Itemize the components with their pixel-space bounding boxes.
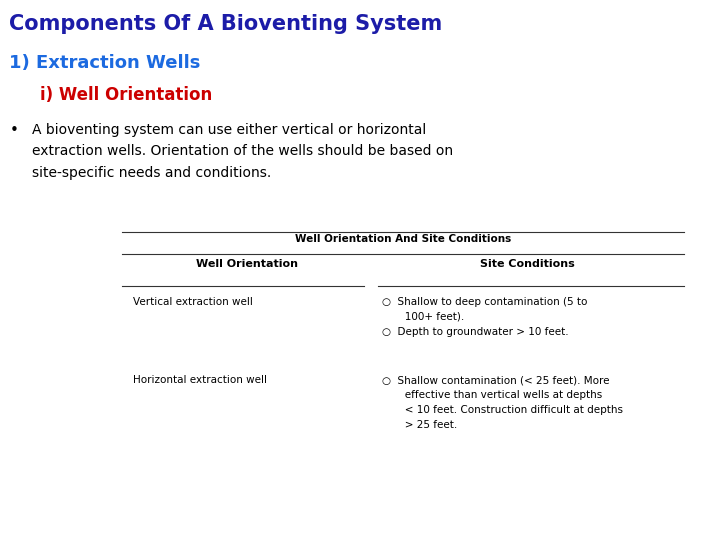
Text: Vertical extraction well: Vertical extraction well [133,297,253,307]
Text: Components Of A Bioventing System: Components Of A Bioventing System [9,14,443,33]
Text: extraction wells. Orientation of the wells should be based on: extraction wells. Orientation of the wel… [32,144,454,158]
Text: ○  Shallow contamination (< 25 feet). More
       effective than vertical wells : ○ Shallow contamination (< 25 feet). Mor… [382,375,623,430]
Text: 1) Extraction Wells: 1) Extraction Wells [9,54,201,72]
Text: site-specific needs and conditions.: site-specific needs and conditions. [32,166,271,180]
Text: ○  Shallow to deep contamination (5 to
       100+ feet).
○  Depth to groundwate: ○ Shallow to deep contamination (5 to 10… [382,297,587,336]
Text: Horizontal extraction well: Horizontal extraction well [133,375,267,386]
Text: Well Orientation: Well Orientation [196,259,297,269]
Text: Site Conditions: Site Conditions [480,259,575,269]
Text: A bioventing system can use either vertical or horizontal: A bioventing system can use either verti… [32,123,427,137]
Text: Well Orientation And Site Conditions: Well Orientation And Site Conditions [295,234,511,245]
Text: i) Well Orientation: i) Well Orientation [40,86,212,104]
Text: •: • [9,123,18,138]
